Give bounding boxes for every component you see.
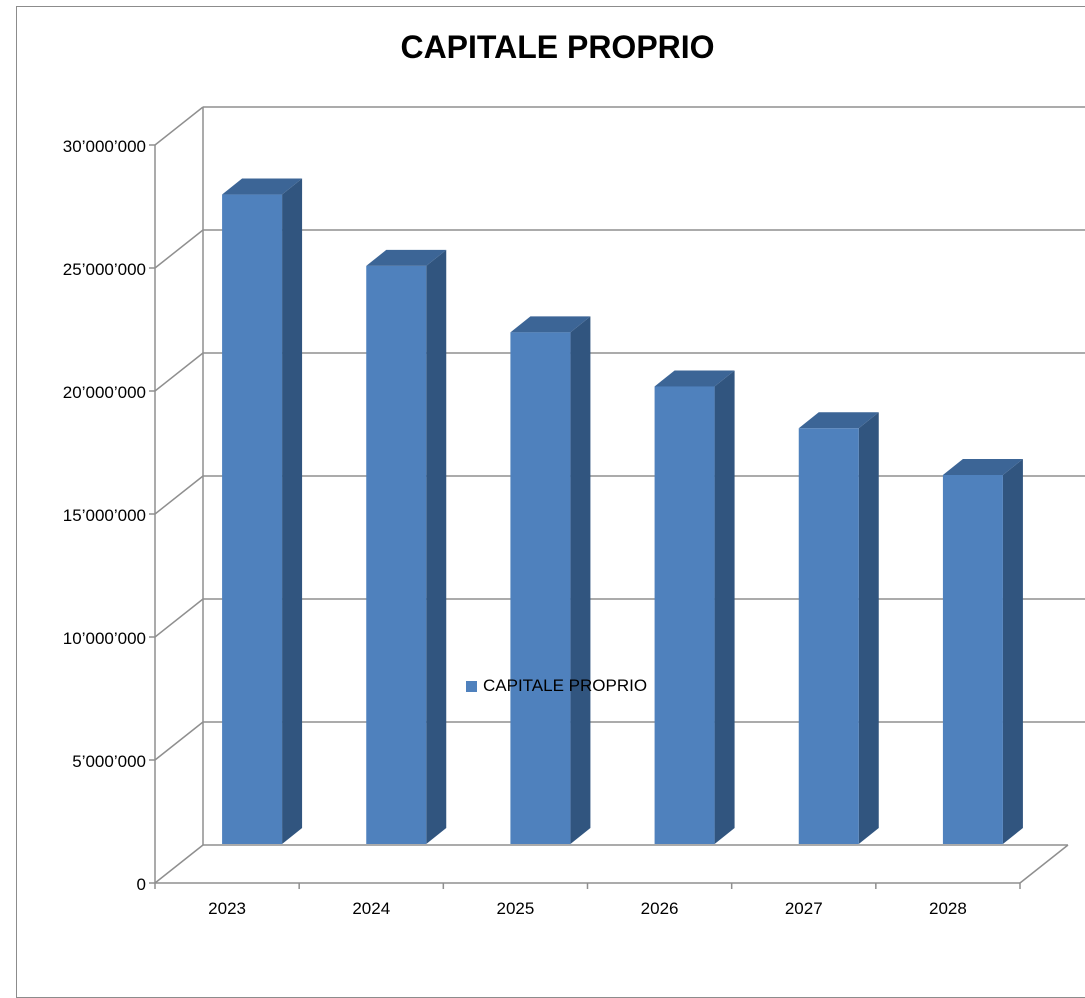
chart-title: CAPITALE PROPRIO <box>400 29 715 65</box>
bar-front <box>654 386 715 844</box>
y-tick-label: 15’000’000 <box>63 506 146 525</box>
bar-top <box>222 178 303 195</box>
y-tick-label: 5’000’000 <box>72 752 146 771</box>
x-tick-label: 2027 <box>785 899 823 918</box>
bar-side <box>714 370 735 844</box>
bar-side <box>282 178 303 844</box>
bar-top <box>942 459 1023 475</box>
wall-gridline <box>154 106 204 146</box>
x-tick-label: 2024 <box>352 899 390 918</box>
bar-side <box>426 249 447 844</box>
bar-front <box>798 428 859 844</box>
bar <box>510 316 591 844</box>
x-tick-label: 2026 <box>641 899 679 918</box>
axes <box>149 107 1069 889</box>
y-tick-label: 10’000’000 <box>63 629 146 648</box>
wall-gridline <box>154 352 204 392</box>
gridlines <box>154 106 1085 884</box>
bar-side <box>1002 459 1023 844</box>
bars <box>222 178 1023 844</box>
bar <box>366 249 447 844</box>
bar <box>222 178 303 844</box>
wall-gridline <box>154 229 204 269</box>
x-tick-label: 2028 <box>929 899 967 918</box>
bar-side <box>858 412 879 844</box>
bar-front <box>366 265 427 844</box>
y-tick-label: 25’000’000 <box>63 260 146 279</box>
bar-front <box>510 332 571 844</box>
axis-labels: 0 5’000’000 10’000’000 15’000’000 20’000’000… <box>63 137 967 918</box>
legend: CAPITALE PROPRIO <box>466 676 647 696</box>
wall-gridline <box>154 721 204 761</box>
bar-top <box>798 412 879 429</box>
bar-top <box>366 249 447 266</box>
floor-right-edge <box>1019 844 1069 884</box>
bar <box>942 459 1023 844</box>
bar <box>654 370 735 844</box>
bar-top <box>510 316 591 333</box>
wall-gridline <box>154 598 204 638</box>
y-tick-label: 20’000’000 <box>63 383 146 402</box>
wall-gridline <box>154 844 204 884</box>
bar-top <box>654 370 735 387</box>
y-tick-label: 0 <box>137 875 146 894</box>
bar-front <box>942 475 1003 844</box>
y-tick-label: 30’000’000 <box>63 137 146 156</box>
legend-label: CAPITALE PROPRIO <box>483 676 648 695</box>
wall-gridline <box>154 475 204 515</box>
x-tick-label: 2023 <box>208 899 246 918</box>
legend-swatch <box>466 680 477 692</box>
bar-side <box>570 316 591 844</box>
bar-front <box>222 194 283 844</box>
bar <box>798 412 879 844</box>
x-tick-label: 2025 <box>497 899 535 918</box>
